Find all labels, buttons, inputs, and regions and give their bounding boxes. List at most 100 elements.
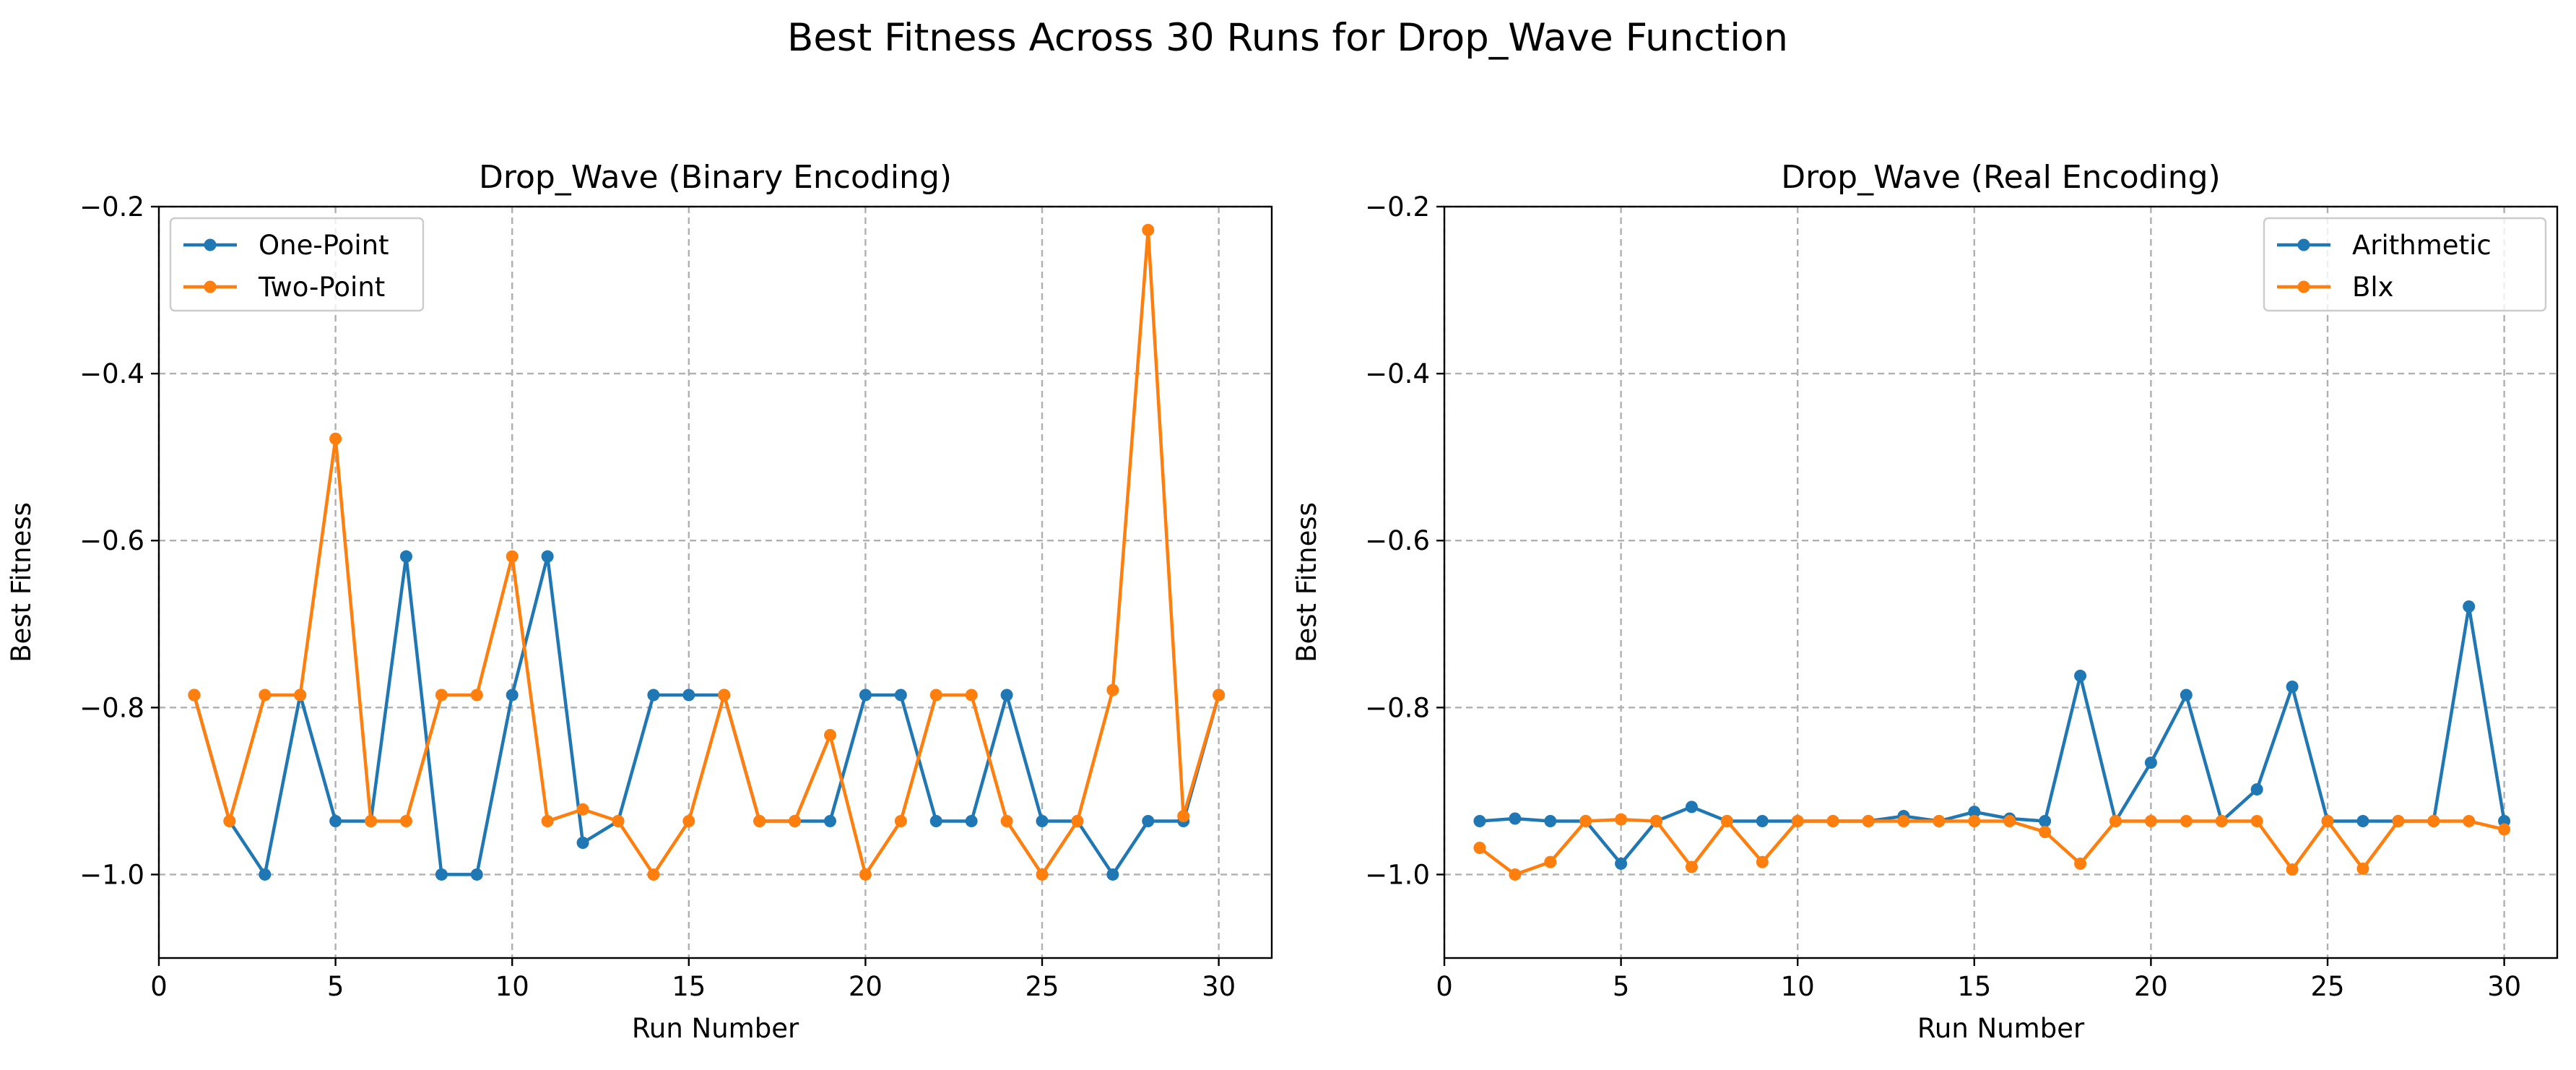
data-point [470, 868, 483, 881]
data-point [1213, 689, 1226, 702]
data-point [718, 689, 731, 702]
data-point [1968, 814, 1981, 827]
data-point [1000, 814, 1013, 827]
x-axis-label: Run Number [632, 1013, 799, 1044]
subplot-binary-encoding: 0 5 10 15 20 25 30 −1.0 −0.8 −0.6 −0.4 −0.2 Drop_Wav… [6, 159, 1273, 1044]
data-point [329, 432, 342, 445]
x-tick-label: 0 [1436, 971, 1453, 1002]
data-point [365, 814, 378, 827]
data-point [1933, 814, 1946, 827]
subplot-real-encoding: 0 5 10 15 20 25 30 −1.0 −0.8 −0.6 −0.4 −0.2 Drop_Wav… [1291, 159, 2559, 1044]
data-point [576, 837, 589, 850]
data-point [2180, 814, 2193, 827]
data-point [1142, 223, 1155, 236]
data-point [1106, 868, 1119, 881]
data-point [2427, 814, 2440, 827]
legend-marker [2297, 280, 2310, 293]
y-tick-label: −0.8 [1365, 692, 1430, 723]
data-point [859, 868, 872, 881]
y-tick-label: −0.2 [79, 191, 144, 223]
x-tick-label: 25 [2310, 971, 2344, 1002]
data-point [1036, 868, 1049, 881]
data-point [1650, 814, 1663, 827]
data-point [2321, 814, 2334, 827]
data-point [789, 814, 802, 827]
subplot-title: Drop_Wave (Real Encoding) [1781, 159, 2221, 196]
data-point [823, 728, 836, 741]
data-point [1177, 810, 1190, 823]
data-point [541, 550, 554, 563]
subplot-title: Drop_Wave (Binary Encoding) [479, 159, 952, 196]
data-point [2498, 823, 2511, 836]
y-tick-label: −0.8 [79, 692, 144, 723]
data-point [1615, 813, 1628, 826]
y-tick-label: −1.0 [79, 859, 144, 890]
y-tick-label: −0.6 [1365, 525, 1430, 556]
data-point [1791, 814, 1804, 827]
data-point [1720, 814, 1733, 827]
data-point [2286, 863, 2299, 876]
data-point [1685, 801, 1698, 814]
y-tick-label: −1.0 [1365, 859, 1430, 890]
x-tick-label: 10 [1781, 971, 1815, 1002]
data-point [2144, 814, 2157, 827]
data-point [2356, 814, 2369, 827]
data-point [2286, 680, 2299, 693]
data-point [1106, 683, 1119, 696]
data-point [2356, 862, 2369, 875]
data-point [1756, 814, 1769, 827]
data-point [1544, 814, 1557, 827]
data-point [1579, 814, 1592, 827]
data-point [223, 814, 236, 827]
data-point [1544, 855, 1557, 868]
x-tick-label: 30 [1202, 971, 1236, 1002]
data-point [1071, 814, 1084, 827]
x-tick-label: 5 [327, 971, 344, 1002]
x-axis-label: Run Number [1917, 1013, 2085, 1044]
data-point [647, 689, 660, 702]
legend-marker [2297, 238, 2310, 251]
data-point [2250, 783, 2263, 796]
x-tick-label: 15 [672, 971, 706, 1002]
data-point [399, 814, 412, 827]
y-axis-label: Best Fitness [1291, 502, 1322, 663]
data-point [929, 689, 942, 702]
legend-label: One-Point [259, 230, 389, 261]
data-point [1968, 806, 1981, 819]
data-point [2074, 669, 2087, 682]
data-point [2392, 814, 2405, 827]
data-point [682, 814, 695, 827]
data-point [1000, 689, 1013, 702]
data-point [576, 803, 589, 816]
data-point [2463, 814, 2476, 827]
data-point [294, 689, 307, 702]
data-point [1862, 814, 1875, 827]
x-tick-label: 20 [849, 971, 882, 1002]
legend: Arithmetic Blx [2263, 217, 2547, 312]
data-point [929, 814, 942, 827]
data-point [259, 868, 272, 881]
data-point [2144, 756, 2157, 769]
legend-box [2263, 217, 2547, 312]
legend-label: Arithmetic [2352, 230, 2492, 261]
data-point [682, 689, 695, 702]
y-tick-label: −0.2 [1365, 191, 1430, 223]
data-point [1509, 812, 1522, 825]
data-point [541, 814, 554, 827]
data-point [1897, 814, 1910, 827]
x-tick-label: 10 [495, 971, 529, 1002]
data-point [259, 689, 272, 702]
data-point [329, 814, 342, 827]
legend-marker [204, 238, 217, 251]
data-point [2250, 814, 2263, 827]
y-axis-label: Best Fitness [6, 502, 37, 663]
data-point [823, 814, 836, 827]
x-tick-label: 15 [1957, 971, 1991, 1002]
x-tick-label: 5 [1613, 971, 1630, 1002]
legend: One-Point Two-Point [169, 217, 425, 312]
legend-label: Blx [2352, 272, 2394, 303]
data-point [1509, 868, 1522, 881]
data-point [506, 550, 519, 563]
legend-label: Two-Point [258, 272, 385, 303]
